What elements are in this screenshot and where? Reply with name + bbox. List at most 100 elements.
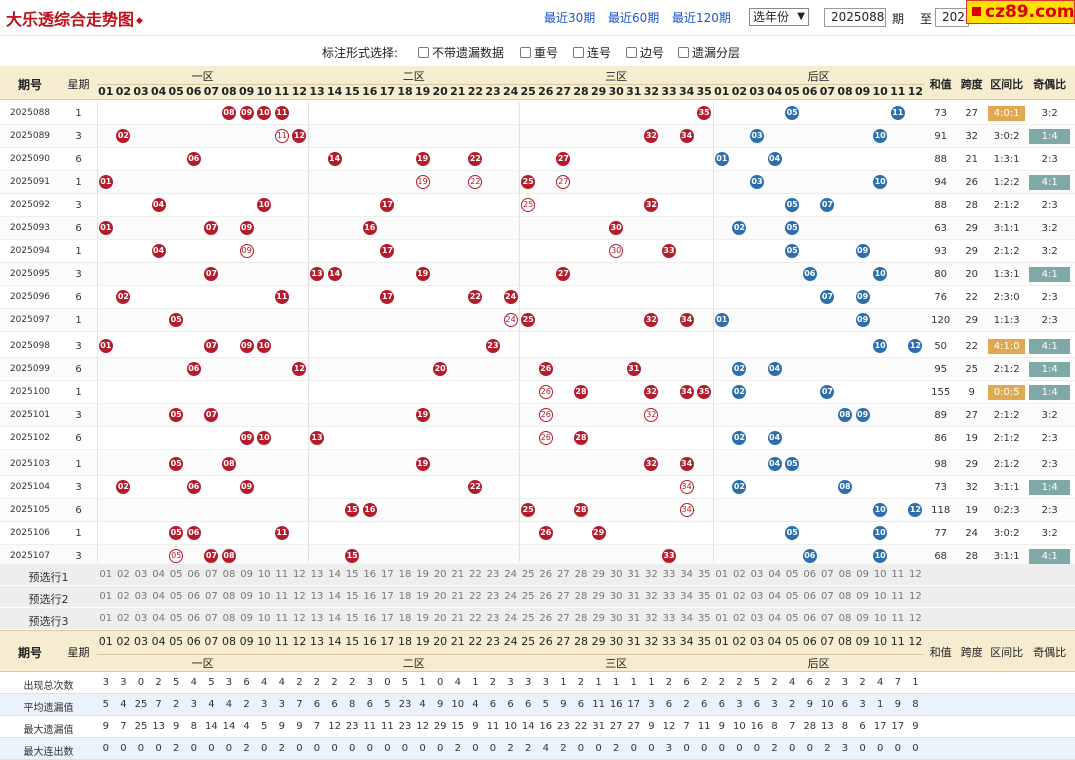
preselect-number[interactable]: 20 [433, 569, 447, 580]
preselect-number[interactable]: 04 [768, 569, 781, 580]
preselect-number[interactable]: 11 [891, 569, 905, 580]
preselect-number[interactable]: 31 [627, 591, 641, 602]
preselect-number[interactable]: 07 [821, 613, 834, 624]
preselect-number[interactable]: 06 [803, 591, 817, 602]
preselect-number[interactable]: 11 [275, 569, 289, 580]
preselect-number[interactable]: 03 [134, 591, 148, 602]
preselect-number[interactable]: 13 [310, 591, 324, 602]
preselect-number[interactable]: 01 [715, 613, 729, 624]
preselect-number[interactable]: 28 [574, 569, 588, 580]
preselect-number[interactable]: 03 [134, 613, 148, 624]
preselect-number[interactable]: 01 [99, 613, 113, 624]
preselect-number[interactable]: 34 [680, 569, 693, 580]
preselect-number[interactable]: 05 [785, 591, 799, 602]
preselect-number[interactable]: 30 [609, 591, 623, 602]
preselect-number[interactable]: 34 [680, 613, 693, 624]
preselect-number[interactable]: 08 [838, 613, 852, 624]
preselect-number[interactable]: 15 [345, 613, 359, 624]
preselect-number[interactable]: 07 [821, 569, 834, 580]
preselect-number[interactable]: 25 [521, 569, 535, 580]
preselect-number[interactable]: 21 [451, 613, 465, 624]
preselect-number[interactable]: 32 [645, 569, 658, 580]
preselect-number[interactable]: 17 [381, 591, 394, 602]
preselect-number[interactable]: 33 [662, 569, 676, 580]
preselect-row[interactable] [0, 608, 1075, 630]
preselect-number[interactable]: 14 [328, 613, 341, 624]
preselect-number[interactable]: 09 [240, 613, 253, 624]
preselect-number[interactable]: 20 [433, 591, 447, 602]
preselect-number[interactable]: 28 [574, 613, 588, 624]
preselect-number[interactable]: 08 [222, 569, 236, 580]
preselect-number[interactable]: 04 [152, 569, 165, 580]
recent-60-link[interactable]: 最近60期 [608, 11, 660, 25]
preselect-number[interactable]: 21 [451, 569, 465, 580]
preselect-number[interactable]: 14 [328, 569, 341, 580]
preselect-number[interactable]: 09 [856, 613, 869, 624]
preselect-number[interactable]: 10 [873, 569, 887, 580]
preselect-number[interactable]: 06 [187, 591, 201, 602]
preselect-number[interactable]: 10 [873, 591, 887, 602]
preselect-number[interactable]: 05 [169, 591, 183, 602]
recent-30-link[interactable]: 最近30期 [544, 11, 596, 25]
preselect-number[interactable]: 18 [398, 569, 412, 580]
preselect-number[interactable]: 06 [187, 569, 201, 580]
preselect-number[interactable]: 11 [891, 613, 905, 624]
preselect-number[interactable]: 07 [205, 569, 218, 580]
preselect-number[interactable]: 16 [363, 569, 377, 580]
preselect-number[interactable]: 26 [539, 591, 553, 602]
year-select[interactable]: 选年份 ▼ [749, 8, 809, 26]
preselect-number[interactable]: 16 [363, 613, 377, 624]
preselect-number[interactable]: 32 [645, 613, 658, 624]
checkbox-icon[interactable] [520, 47, 531, 58]
preselect-number[interactable]: 19 [416, 569, 429, 580]
preselect-number[interactable]: 34 [680, 591, 693, 602]
preselect-number[interactable]: 07 [821, 591, 834, 602]
preselect-number[interactable]: 09 [856, 591, 869, 602]
preselect-number[interactable]: 12 [293, 613, 306, 624]
recent-120-link[interactable]: 最近120期 [672, 11, 731, 25]
preselect-number[interactable]: 08 [222, 613, 236, 624]
preselect-row[interactable] [0, 586, 1075, 608]
preselect-number[interactable]: 08 [838, 591, 852, 602]
preselect-number[interactable]: 31 [627, 613, 641, 624]
preselect-number[interactable]: 35 [697, 591, 711, 602]
preselect-number[interactable]: 31 [627, 569, 641, 580]
preselect-number[interactable]: 11 [891, 591, 905, 602]
preselect-number[interactable]: 20 [433, 613, 447, 624]
period-to-input[interactable]: 2025107 [935, 8, 969, 27]
preselect-number[interactable]: 27 [557, 591, 570, 602]
preselect-number[interactable]: 02 [733, 591, 746, 602]
preselect-number[interactable]: 10 [257, 613, 271, 624]
preselect-row[interactable] [0, 564, 1075, 586]
preselect-number[interactable]: 03 [750, 613, 764, 624]
checkbox-icon[interactable] [573, 47, 584, 58]
preselect-number[interactable]: 02 [733, 613, 746, 624]
option-omission-layer[interactable]: 遗漏分层 [678, 44, 740, 61]
preselect-number[interactable]: 35 [697, 613, 711, 624]
preselect-number[interactable]: 33 [662, 591, 676, 602]
option-repeat[interactable]: 重号 [520, 44, 558, 61]
preselect-number[interactable]: 02 [117, 591, 130, 602]
preselect-number[interactable]: 27 [557, 569, 570, 580]
preselect-number[interactable]: 13 [310, 613, 324, 624]
preselect-number[interactable]: 04 [768, 613, 781, 624]
preselect-number[interactable]: 03 [750, 569, 764, 580]
preselect-number[interactable]: 11 [275, 613, 289, 624]
preselect-number[interactable]: 05 [785, 613, 799, 624]
preselect-number[interactable]: 30 [609, 613, 623, 624]
preselect-number[interactable]: 28 [574, 591, 588, 602]
preselect-number[interactable]: 01 [715, 591, 729, 602]
preselect-number[interactable]: 24 [504, 569, 517, 580]
checkbox-icon[interactable] [678, 47, 689, 58]
preselect-number[interactable]: 21 [451, 591, 465, 602]
preselect-number[interactable]: 26 [539, 613, 553, 624]
preselect-number[interactable]: 02 [117, 569, 130, 580]
preselect-number[interactable]: 22 [469, 613, 482, 624]
preselect-number[interactable]: 12 [909, 569, 922, 580]
preselect-number[interactable]: 03 [134, 569, 148, 580]
preselect-number[interactable]: 07 [205, 591, 218, 602]
preselect-number[interactable]: 14 [328, 591, 341, 602]
preselect-number[interactable]: 12 [909, 613, 922, 624]
checkbox-icon[interactable] [418, 47, 429, 58]
preselect-number[interactable]: 26 [539, 569, 553, 580]
